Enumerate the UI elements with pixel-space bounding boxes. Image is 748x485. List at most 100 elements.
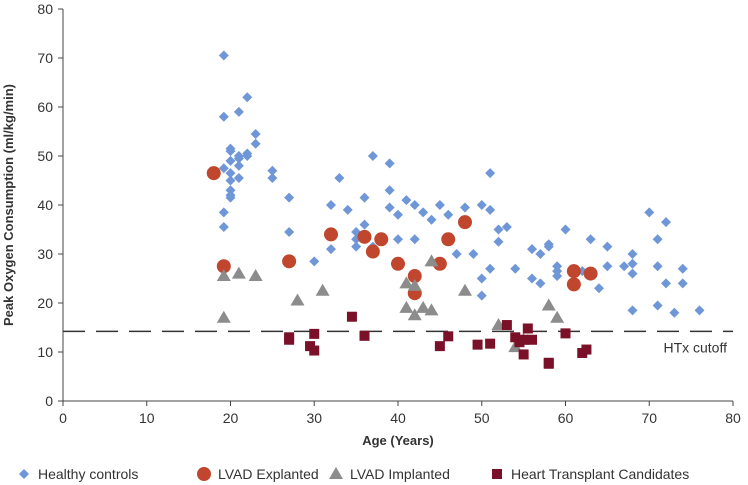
data-point (434, 341, 445, 352)
data-point (585, 234, 596, 245)
data-point (619, 261, 630, 272)
data-point (216, 269, 231, 282)
data-point (627, 305, 638, 316)
data-point (384, 185, 395, 196)
data-point (282, 254, 297, 269)
legend-item: LVAD Explanted (197, 466, 319, 482)
data-point (315, 283, 330, 296)
data-point (326, 200, 336, 210)
data-point (441, 232, 456, 247)
data-point (627, 268, 638, 279)
data-point (267, 173, 278, 184)
data-point (627, 249, 638, 259)
legend-label: Heart Transplant Candidates (511, 466, 689, 482)
data-point (384, 202, 395, 213)
data-point (652, 261, 663, 272)
x-tick-label: 20 (223, 410, 239, 426)
data-point (458, 283, 472, 296)
legend-marker-circle-icon (197, 467, 211, 481)
data-point (594, 283, 604, 294)
htx-cutoff-label: HTx cutoff (663, 339, 727, 355)
data-point (233, 173, 244, 184)
data-point (407, 269, 422, 284)
data-point (225, 155, 236, 166)
y-tick-label: 10 (37, 344, 53, 360)
y-tick-label: 50 (37, 148, 53, 164)
data-point (485, 338, 496, 349)
data-point (365, 244, 380, 259)
data-point (407, 278, 422, 291)
data-point (359, 219, 370, 230)
y-tick-label: 20 (37, 295, 53, 311)
data-point (443, 209, 454, 220)
data-point (535, 249, 546, 259)
data-point (284, 226, 295, 237)
data-point (391, 256, 405, 271)
y-tick-label: 60 (37, 99, 53, 115)
legend-item: LVAD Implanted (329, 466, 450, 482)
data-point (309, 328, 320, 339)
data-point (522, 323, 533, 334)
data-point (367, 151, 378, 161)
data-point (342, 204, 353, 215)
data-point (399, 276, 414, 289)
data-point (231, 266, 246, 279)
data-point (424, 303, 439, 316)
x-tick-label: 40 (390, 410, 406, 426)
data-point (566, 277, 581, 292)
series-healthy-controls (218, 50, 705, 318)
data-point (541, 298, 556, 311)
data-point (560, 224, 571, 235)
y-tick-label: 0 (45, 393, 53, 409)
legend-marker-triangle-icon (329, 467, 343, 479)
data-point (233, 106, 244, 117)
data-point (225, 192, 236, 203)
data-point (527, 334, 537, 345)
x-axis-title: Age (Years) (362, 433, 434, 448)
data-point (472, 339, 483, 350)
y-tick-label: 80 (37, 1, 53, 17)
data-point (476, 290, 487, 301)
data-point (493, 236, 504, 247)
x-tick-label: 10 (139, 410, 155, 426)
data-point (652, 234, 663, 245)
data-point (233, 160, 244, 171)
data-point (242, 92, 253, 103)
data-point (527, 244, 537, 255)
legend-item: Heart Transplant Candidates (492, 466, 689, 482)
legend: Healthy controls LVAD Explanted LVAD Impla… (19, 466, 689, 482)
data-point (677, 278, 688, 289)
data-point (476, 273, 487, 284)
x-tick-label: 30 (306, 410, 322, 426)
data-point (346, 311, 357, 322)
data-point (250, 128, 261, 139)
data-point (416, 300, 431, 313)
data-point (225, 168, 236, 179)
data-point (543, 241, 554, 252)
data-point (510, 263, 521, 274)
legend-item: Healthy controls (19, 466, 138, 482)
data-point (357, 229, 372, 244)
data-point (206, 166, 221, 181)
data-point (518, 334, 529, 345)
data-point (384, 158, 395, 169)
data-point (566, 264, 581, 279)
x-tick-label: 60 (558, 410, 574, 426)
data-point (218, 222, 229, 233)
data-point (583, 266, 598, 281)
data-point (284, 192, 295, 203)
data-point (326, 244, 336, 255)
legend-marker-diamond-icon (19, 469, 29, 479)
data-point (216, 310, 231, 323)
data-point (652, 300, 663, 311)
data-point (543, 358, 554, 369)
data-point (485, 204, 496, 215)
data-point (218, 111, 229, 122)
data-point (351, 241, 362, 252)
data-point (476, 200, 487, 210)
data-point (493, 224, 504, 235)
data-point (284, 332, 295, 343)
y-tick-label: 30 (37, 246, 53, 262)
data-point (409, 234, 420, 245)
data-point (242, 151, 253, 161)
